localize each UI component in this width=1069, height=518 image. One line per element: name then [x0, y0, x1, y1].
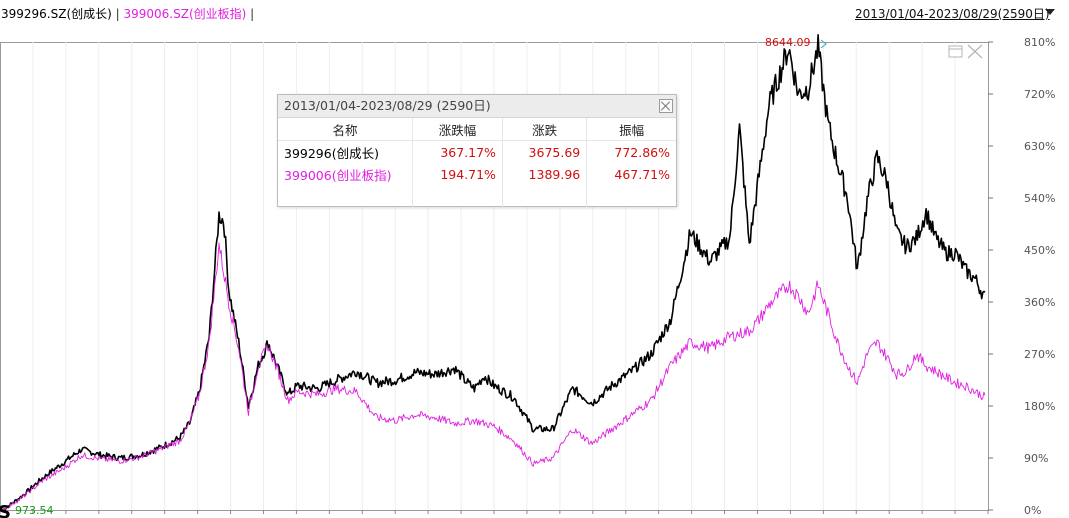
max-marker-icon [820, 39, 827, 49]
popup-title-text: 2013/01/04-2023/08/29 (2590日) [284, 98, 491, 113]
popup-close-icon[interactable] [659, 99, 673, 113]
dropdown-arrow-icon[interactable] [1045, 9, 1055, 15]
legend-separator: | [111, 7, 124, 21]
col-header-chg: 涨跌 [501, 118, 587, 141]
y-tick-label: 0% [1024, 504, 1041, 517]
row-name: 399296(创成长) [284, 145, 379, 161]
row-chg: 1389.96 [501, 163, 587, 185]
y-tick-label: 450% [1024, 244, 1055, 257]
y-tick-label: 180% [1024, 400, 1055, 413]
row-amp: 772.86% [586, 140, 676, 163]
stats-table: 名称 涨跌幅 涨跌 振幅 399296(创成长) 367.17% 3675.69… [278, 118, 676, 207]
row-chg: 3675.69 [501, 140, 587, 163]
y-tick-label: 540% [1024, 192, 1055, 205]
date-range-selector[interactable]: 2013/01/04-2023/08/29(2590日) [855, 7, 1050, 21]
series-line [2, 34, 986, 511]
y-tick-label: 720% [1024, 88, 1055, 101]
row-pct: 367.17% [412, 140, 503, 163]
col-header-name: 名称 [278, 118, 413, 141]
popup-title: 2013/01/04-2023/08/29 (2590日) [278, 95, 676, 118]
col-header-pct: 涨跌幅 [412, 118, 503, 141]
row-pct: 194.71% [412, 163, 503, 185]
min-value-label: 973.54 [15, 504, 54, 517]
series-line [2, 242, 986, 512]
col-header-amp: 振幅 [586, 118, 676, 141]
stats-empty-row [278, 185, 676, 207]
stats-row: 399006(创业板指) 194.71% 1389.96 467.71% [278, 163, 676, 185]
y-tick-label: 90% [1024, 452, 1048, 465]
chart-window-controls [948, 44, 983, 59]
stats-header-row: 名称 涨跌幅 涨跌 振幅 [278, 118, 676, 141]
max-value-label: 8644.09 [765, 36, 811, 49]
y-tick-label: 810% [1024, 36, 1055, 49]
series-legend: 399296.SZ(创成长) | 399006.SZ(创业板指) | [1, 5, 254, 22]
row-name: 399006(创业板指) [284, 167, 392, 183]
left-edge-marker: S [0, 502, 11, 518]
row-amp: 467.71% [586, 163, 676, 185]
y-tick-label: 360% [1024, 296, 1055, 309]
y-tick-label: 630% [1024, 140, 1055, 153]
stats-row: 399296(创成长) 367.17% 3675.69 772.86% [278, 140, 676, 163]
close-chart-icon[interactable] [967, 44, 983, 59]
chart-header: 399296.SZ(创成长) | 399006.SZ(创业板指) | 2013/… [0, 0, 1069, 26]
restore-icon[interactable] [948, 45, 963, 58]
series-label-399006[interactable]: 399006.SZ(创业板指) [123, 7, 247, 21]
range-stats-popup: 2013/01/04-2023/08/29 (2590日) 名称 涨跌幅 涨跌 … [277, 94, 677, 207]
legend-separator-end: | [246, 7, 255, 21]
series-label-399296[interactable]: 399296.SZ(创成长) [1, 7, 112, 21]
y-tick-label: 270% [1024, 348, 1055, 361]
